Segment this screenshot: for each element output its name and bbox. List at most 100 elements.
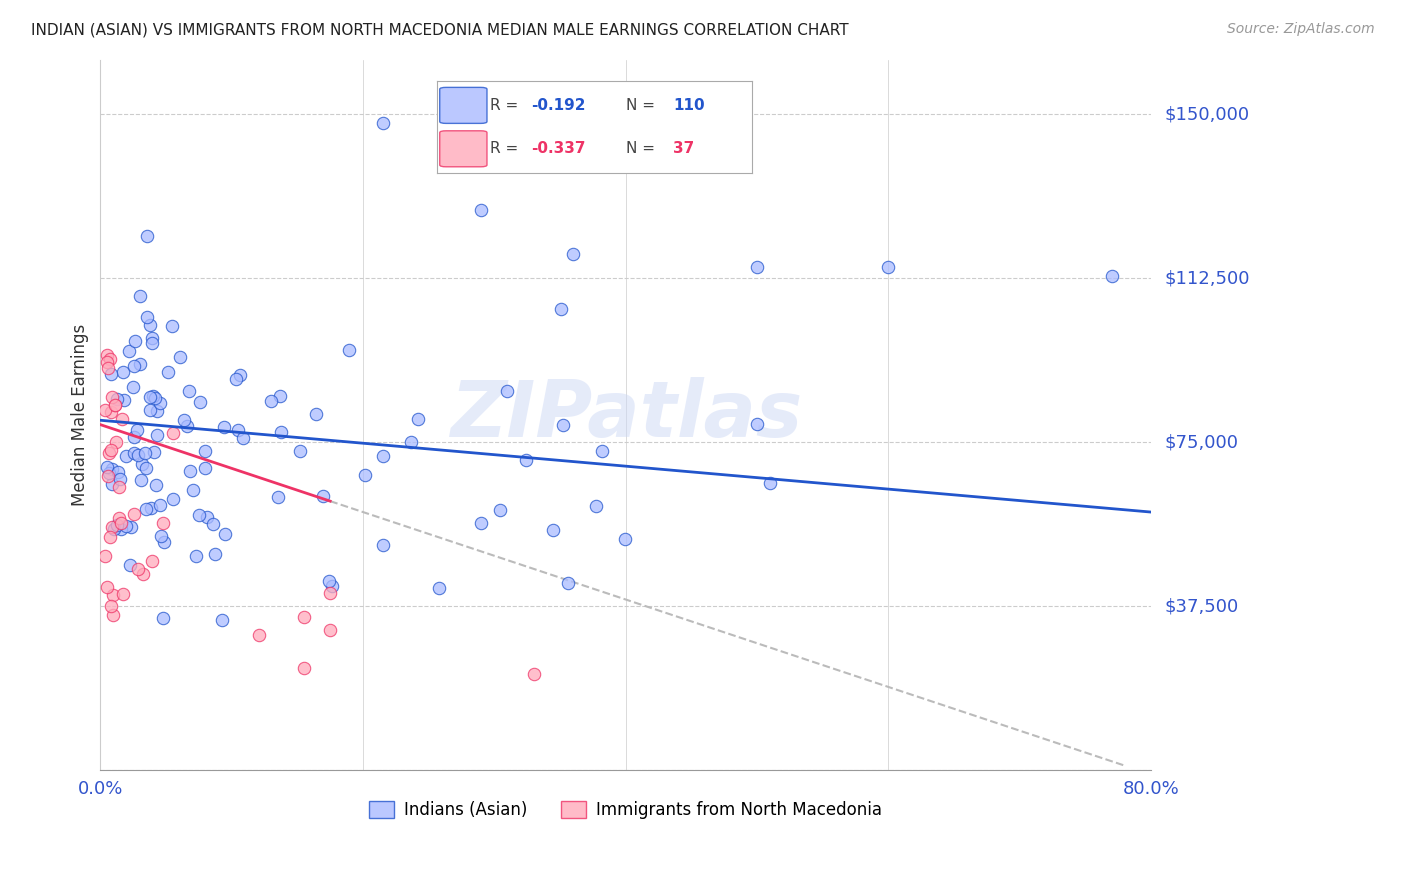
Point	[97, 360, 120, 375]
Point	[193, 461, 215, 475]
Point	[97, 446, 120, 460]
Point	[111, 412, 134, 426]
Point	[292, 610, 315, 624]
Point	[162, 491, 184, 506]
Point	[371, 538, 394, 552]
Point	[135, 460, 157, 475]
Point	[371, 450, 394, 464]
Point	[585, 499, 607, 513]
Point	[141, 554, 163, 568]
Point	[94, 549, 117, 563]
Point	[149, 396, 172, 410]
Point	[195, 510, 218, 524]
Point	[146, 404, 169, 418]
Point	[319, 623, 342, 637]
Point	[127, 448, 149, 462]
Point	[105, 517, 128, 532]
Point	[541, 523, 564, 537]
Point	[194, 444, 217, 458]
Point	[96, 580, 118, 594]
Point	[177, 384, 200, 398]
Point	[550, 302, 572, 317]
Point	[337, 343, 360, 357]
Point	[152, 516, 174, 531]
Point	[96, 348, 118, 362]
Point	[214, 527, 236, 541]
Point	[1101, 268, 1123, 283]
Point	[877, 260, 900, 275]
Point	[269, 389, 291, 403]
Point	[142, 389, 165, 403]
Point	[98, 530, 121, 544]
Point	[127, 423, 149, 437]
Point	[101, 390, 124, 404]
Point	[204, 547, 226, 561]
Point	[488, 502, 510, 516]
Point	[115, 519, 138, 533]
Point	[96, 354, 118, 368]
Point	[201, 517, 224, 532]
Point	[129, 473, 152, 487]
Point	[110, 516, 132, 531]
Point	[136, 310, 159, 325]
Point	[107, 465, 129, 479]
Point	[128, 288, 150, 302]
Point	[229, 368, 252, 383]
Point	[318, 574, 340, 588]
Point	[141, 331, 163, 345]
Point	[135, 229, 157, 244]
Point	[141, 336, 163, 351]
Point	[100, 404, 122, 418]
Point	[110, 522, 132, 536]
Point	[108, 511, 131, 525]
Point	[745, 260, 768, 275]
Point	[551, 418, 574, 433]
Point	[557, 576, 579, 591]
Point	[100, 599, 122, 613]
Point	[228, 423, 250, 437]
Point	[101, 587, 124, 601]
Point	[100, 442, 122, 457]
Point	[124, 334, 146, 349]
Point	[406, 412, 429, 426]
Point	[176, 419, 198, 434]
Text: $37,500: $37,500	[1166, 597, 1239, 615]
Point	[139, 403, 162, 417]
Point	[105, 435, 128, 450]
Point	[111, 587, 134, 601]
Point	[562, 247, 585, 261]
Point	[122, 359, 145, 374]
Point	[97, 469, 120, 483]
Point	[112, 365, 135, 379]
Point	[591, 443, 613, 458]
Point	[290, 444, 312, 458]
Point	[149, 529, 172, 543]
Point	[247, 628, 270, 642]
Point	[321, 579, 343, 593]
Point	[122, 445, 145, 459]
Point	[305, 408, 328, 422]
Point	[188, 394, 211, 409]
Point	[98, 352, 121, 367]
Point	[212, 420, 235, 434]
Point	[211, 613, 233, 627]
Point	[114, 449, 136, 463]
Point	[139, 390, 162, 404]
Point	[371, 116, 394, 130]
Point	[100, 367, 122, 381]
Point	[173, 413, 195, 427]
Point	[270, 425, 292, 439]
Point	[94, 403, 117, 417]
Text: ZIPatlas: ZIPatlas	[450, 376, 801, 453]
Legend: Indians (Asian), Immigrants from North Macedonia: Indians (Asian), Immigrants from North M…	[363, 794, 889, 826]
Text: $150,000: $150,000	[1166, 105, 1250, 123]
Point	[112, 393, 135, 408]
Point	[225, 372, 247, 386]
Point	[97, 466, 120, 480]
Text: $112,500: $112,500	[1166, 269, 1250, 287]
Point	[145, 477, 167, 491]
Point	[162, 425, 184, 440]
Point	[399, 435, 422, 450]
Point	[108, 472, 131, 486]
Point	[103, 522, 125, 536]
